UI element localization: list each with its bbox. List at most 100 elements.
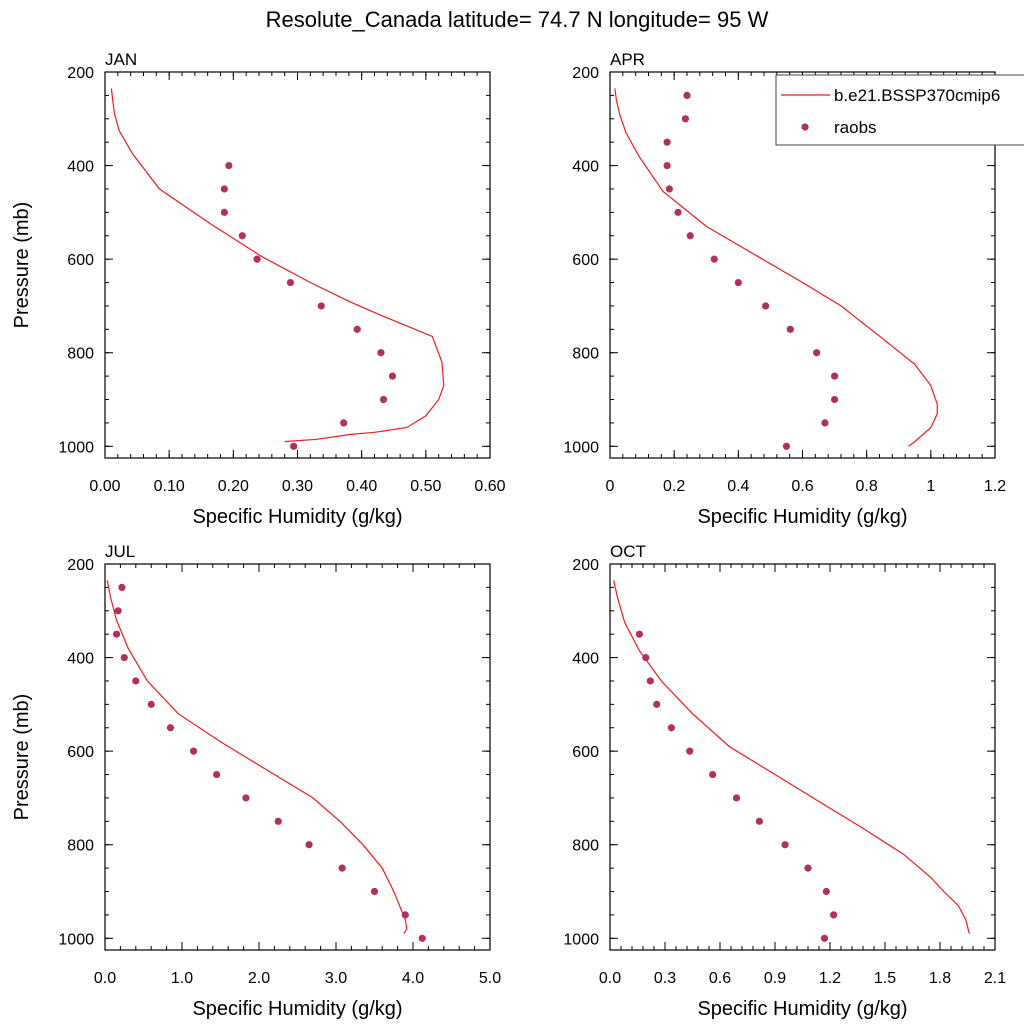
y-tick-label: 1000 xyxy=(58,439,94,456)
obs-point xyxy=(674,208,682,216)
y-tick-label: 600 xyxy=(572,252,599,269)
x-tick-label: 0.3 xyxy=(654,970,676,987)
obs-point xyxy=(830,372,839,380)
x-tick-label: 3.0 xyxy=(325,970,347,987)
x-tick-label: 0.9 xyxy=(764,970,786,987)
obs-point xyxy=(317,302,325,310)
x-tick-label: 0.40 xyxy=(346,478,377,495)
obs-point xyxy=(653,700,661,708)
obs-point xyxy=(242,794,250,802)
y-tick-label: 200 xyxy=(572,557,599,574)
x-axis-label: Specific Humidity (g/kg) xyxy=(697,506,907,528)
obs-point xyxy=(804,864,812,872)
obs-point xyxy=(830,395,839,404)
obs-point xyxy=(220,185,228,193)
y-tick-label: 600 xyxy=(67,744,94,761)
obs-point xyxy=(238,232,246,240)
obs-point xyxy=(418,934,426,942)
obs-point xyxy=(813,349,821,357)
x-tick-label: 0.2 xyxy=(663,478,685,495)
obs-point xyxy=(665,185,673,193)
x-axis-label: Specific Humidity (g/kg) xyxy=(192,506,402,528)
obs-point xyxy=(782,442,791,450)
x-tick-label: 0.4 xyxy=(727,478,749,495)
obs-point xyxy=(286,278,295,287)
obs-point xyxy=(340,419,348,427)
obs-point xyxy=(822,887,830,896)
obs-point xyxy=(821,419,829,427)
obs-point xyxy=(147,700,155,708)
plot-frame xyxy=(104,71,491,459)
legend-obs-label: raobs xyxy=(834,118,877,137)
model-line xyxy=(106,580,408,934)
obs-point xyxy=(388,372,397,380)
y-tick-label: 200 xyxy=(572,65,599,82)
obs-point xyxy=(663,138,671,146)
obs-point xyxy=(710,255,718,263)
x-tick-label: 0.8 xyxy=(856,478,878,495)
x-tick-label: 1.8 xyxy=(929,970,951,987)
y-tick-label: 800 xyxy=(67,346,94,363)
model-line xyxy=(613,580,970,934)
obs-point xyxy=(646,677,654,685)
legend-dot-marker xyxy=(801,123,809,131)
obs-point xyxy=(401,911,409,919)
y-tick-label: 400 xyxy=(67,651,94,668)
y-tick-label: 1000 xyxy=(563,439,599,456)
x-tick-label: 1.5 xyxy=(874,970,896,987)
obs-point xyxy=(220,208,228,216)
obs-point xyxy=(132,677,140,685)
obs-point xyxy=(379,395,388,404)
obs-point xyxy=(681,115,689,123)
model-line xyxy=(614,88,938,447)
panel-apr: 0 0.2 0.4 0.6 0.8 1 1.2 200 400 600 800 1000 APR Spec… xyxy=(563,50,1024,528)
obs-point xyxy=(683,91,691,99)
x-tick-label: 0.50 xyxy=(410,478,441,495)
obs-point xyxy=(377,349,385,357)
panel-title: APR xyxy=(610,50,645,69)
obs-point xyxy=(225,161,233,170)
x-tick-label: 1 xyxy=(926,478,935,495)
y-tick-label: 200 xyxy=(67,65,94,82)
y-tick-label: 800 xyxy=(67,838,94,855)
obs-point xyxy=(114,607,122,615)
y-tick-label: 400 xyxy=(572,159,599,176)
obs-point xyxy=(274,817,282,825)
x-tick-label: 1.0 xyxy=(171,970,193,987)
y-tick-label: 1000 xyxy=(58,931,94,948)
obs-point xyxy=(709,770,717,779)
legend-box xyxy=(775,74,1024,146)
y-tick-label: 400 xyxy=(572,651,599,668)
x-tick-label: 0.6 xyxy=(709,970,731,987)
y-axis-label: Pressure (mb) xyxy=(11,202,33,329)
y-tick-label: 1000 xyxy=(563,931,599,948)
x-tick-label: 0 xyxy=(606,478,615,495)
panel-title: JUL xyxy=(105,542,135,561)
model-line xyxy=(110,88,445,443)
x-tick-label: 0.6 xyxy=(791,478,813,495)
x-tick-label: 0.30 xyxy=(282,478,313,495)
panel-title: JAN xyxy=(105,50,137,69)
panel-oct: 0.0 0.3 0.6 0.9 1.2 1.5 1.8 2.1 200 400 600 800 1000… xyxy=(563,542,1006,1020)
obs-point xyxy=(213,770,221,779)
obs-point xyxy=(120,653,128,662)
obs-point xyxy=(338,864,346,872)
obs-point xyxy=(189,747,198,755)
x-tick-label: 0.00 xyxy=(89,478,120,495)
y-axis-label: Pressure (mb) xyxy=(11,694,33,821)
obs-point xyxy=(820,934,829,942)
legend: b.e21.BSSP370cmip6 raobs xyxy=(775,74,1024,146)
obs-point xyxy=(635,630,643,638)
obs-point xyxy=(734,278,742,287)
obs-point xyxy=(830,911,838,919)
panel-jul: 0.0 1.0 2.0 3.0 4.0 5.0 200 400 600 800 1000 JUL Spe… xyxy=(11,542,501,1020)
obs-point xyxy=(118,583,126,591)
legend-model-label: b.e21.BSSP370cmip6 xyxy=(834,86,1000,105)
y-tick-label: 600 xyxy=(67,252,94,269)
x-tick-label: 2.1 xyxy=(984,970,1006,987)
obs-point xyxy=(370,887,379,896)
y-tick-label: 200 xyxy=(67,557,94,574)
obs-point xyxy=(667,724,676,732)
x-tick-label: 0.60 xyxy=(474,478,505,495)
y-tick-label: 600 xyxy=(572,744,599,761)
